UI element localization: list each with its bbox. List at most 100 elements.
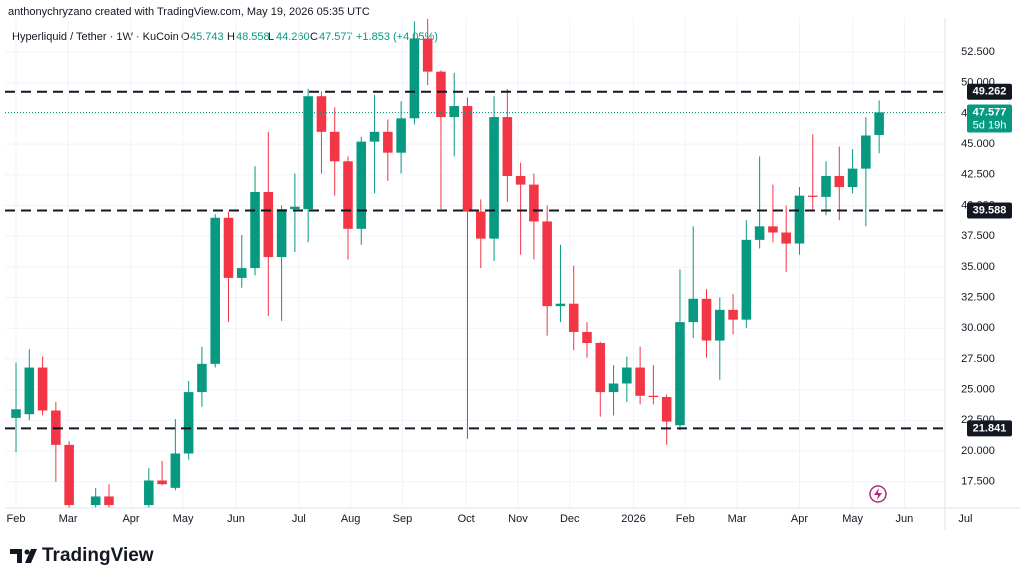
o-label: O [181,31,190,43]
candle-body [675,322,685,426]
candle-body [396,118,406,153]
c-label: C [310,31,318,43]
x-tick-label: Apr [122,513,139,525]
level-label: 21.841 [973,422,1007,434]
candle-body [462,106,473,212]
candle-body [104,496,114,506]
level-label-box [967,202,1012,219]
x-tick-label: Mar [728,513,747,525]
level-label: 39.588 [973,204,1007,216]
candle-body [409,38,420,119]
candle-body [303,96,313,210]
level-label-box [967,83,1012,100]
y-tick-label: 35.000 [961,261,995,273]
h-value: 48.558 [236,31,270,43]
y-tick-label: 27.500 [961,353,995,365]
level-label-box [967,420,1012,437]
candle-body [449,106,459,118]
candle-body [608,383,619,393]
alert-icon[interactable] [869,485,887,503]
candle-body [555,303,566,307]
candle-body [807,195,818,197]
brand-logo: TradingView [10,545,154,566]
candle-body [11,409,21,418]
candle-body [183,392,194,454]
candle-body [661,397,672,422]
candle-body [24,367,35,415]
x-tick-label: Apr [791,513,808,525]
y-tick-label: 30.000 [961,322,995,334]
x-tick-label: Aug [341,513,361,525]
candle-body [515,176,526,185]
candle-body [489,117,499,239]
candle-body [422,38,433,72]
x-tick-label: Sep [393,513,413,525]
x-tick-label: May [173,513,194,525]
x-tick-label: Oct [458,513,475,525]
candle-body [236,268,247,278]
candle-body [329,131,340,162]
candle-body [635,367,645,396]
candle-body [568,303,579,332]
h-label: H [227,31,235,43]
candle-body [715,309,725,341]
candle-body [861,135,871,169]
x-tick-label: Jul [292,513,306,525]
candle-body [144,480,154,506]
y-tick-label: 17.500 [961,476,995,488]
y-tick-label: 52.500 [961,46,995,58]
candle-body [794,195,805,244]
level-label: 49.262 [973,86,1007,98]
candle-body [475,211,486,239]
credit: anthonychryzano created with TradingView… [8,6,370,18]
candle-body [847,168,858,188]
candle-body [502,117,513,177]
candle-body [834,176,845,188]
last-price-label: 47.577 [973,106,1007,118]
candle-body [821,176,831,197]
candle-body [582,331,592,343]
candle-body [754,226,765,240]
candle-body [874,112,884,135]
candle-body [197,363,207,393]
candle-body [529,184,539,222]
plot-area [5,18,945,508]
y-tick-label: 37.500 [961,230,995,242]
candle-body [542,221,552,307]
candle-body [343,161,353,229]
candle-body [369,131,380,142]
candle-body [316,96,327,132]
l-label: L [268,31,274,43]
y-tick-label: 32.500 [961,291,995,303]
candle-body [622,367,632,384]
x-tick-label: Dec [560,513,580,525]
candle-body [90,496,101,506]
x-tick-label: Jun [895,513,913,525]
candle-body [648,395,659,398]
x-tick-label: 2026 [621,513,645,525]
candle-body [768,226,778,233]
candle-body [701,298,712,341]
candle-body [741,239,752,320]
candle-body [436,71,446,118]
x-tick-label: Feb [676,513,695,525]
l-value: 44.260 [276,31,310,43]
brand: TradingView [42,545,154,566]
candle-body [688,298,699,323]
x-tick-label: May [842,513,863,525]
y-tick-label: 25.000 [961,384,995,396]
candle-body [170,453,181,488]
candle-body [223,217,234,278]
x-tick-label: Jul [958,513,972,525]
candle-body [276,209,287,258]
y-tick-label: 42.500 [961,169,995,181]
candle-body [157,480,167,485]
symbol: Hyperliquid / Tether · 1W · KuCoin [12,31,179,43]
c-value: 47.577 [319,31,353,43]
candle-body [290,206,300,210]
candle-body [64,444,74,506]
y-tick-label: 20.000 [961,445,995,457]
candle-body [728,309,738,320]
legend: Hyperliquid / Tether · 1W · KuCoin O 45.… [12,31,438,43]
